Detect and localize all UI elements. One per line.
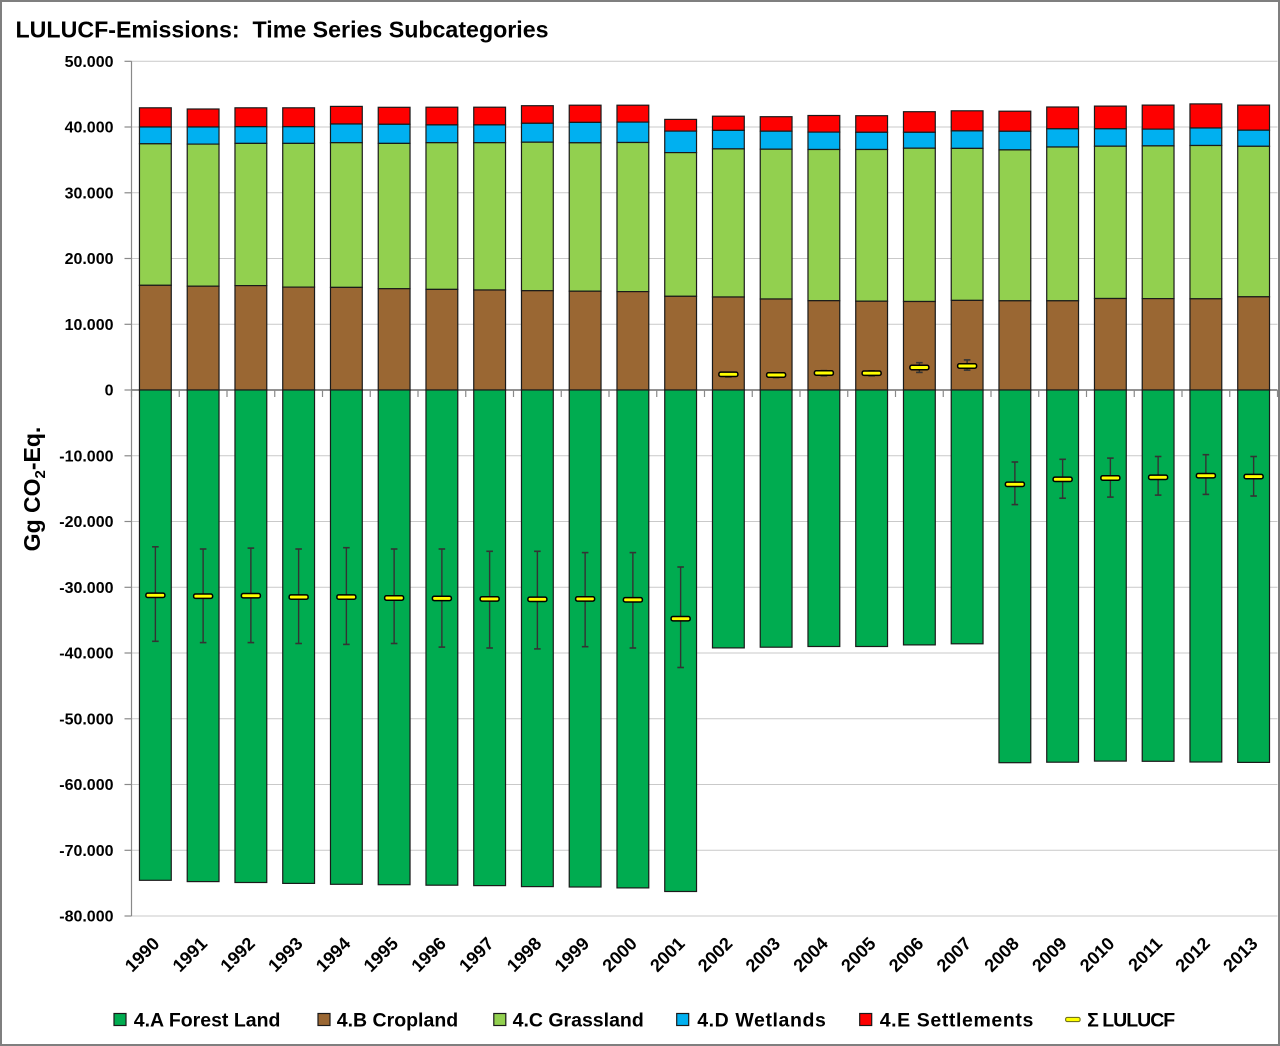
svg-text:4.E Settlements: 4.E Settlements bbox=[880, 1010, 1034, 1032]
svg-text:4.B Cropland: 4.B Cropland bbox=[337, 1010, 458, 1032]
svg-text:0: 0 bbox=[105, 383, 114, 400]
svg-text:-80.000: -80.000 bbox=[59, 909, 113, 926]
svg-text:20.000: 20.000 bbox=[65, 251, 114, 268]
svg-text:50.000: 50.000 bbox=[65, 54, 114, 71]
svg-text:40.000: 40.000 bbox=[65, 120, 114, 137]
svg-text:4.D Wetlands: 4.D Wetlands bbox=[697, 1010, 826, 1032]
svg-text:-10.000: -10.000 bbox=[59, 449, 113, 466]
svg-text:Σ LULUCF: Σ LULUCF bbox=[1087, 1010, 1175, 1032]
svg-text:-40.000: -40.000 bbox=[59, 646, 113, 663]
svg-text:-30.000: -30.000 bbox=[59, 580, 113, 597]
svg-text:4.A Forest Land: 4.A Forest Land bbox=[134, 1010, 281, 1032]
svg-text:LULUCF-Emissions: Time Series: LULUCF-Emissions: Time Series Subcategor… bbox=[16, 17, 549, 43]
svg-text:-50.000: -50.000 bbox=[59, 712, 113, 729]
svg-text:30.000: 30.000 bbox=[65, 186, 114, 203]
svg-text:-20.000: -20.000 bbox=[59, 514, 113, 531]
svg-text:-70.000: -70.000 bbox=[59, 843, 113, 860]
svg-text:10.000: 10.000 bbox=[65, 317, 114, 334]
svg-text:4.C Grassland: 4.C Grassland bbox=[513, 1010, 644, 1032]
svg-text:-60.000: -60.000 bbox=[59, 777, 113, 794]
svg-text:Gg CO2-Eq.: Gg CO2-Eq. bbox=[19, 427, 49, 552]
